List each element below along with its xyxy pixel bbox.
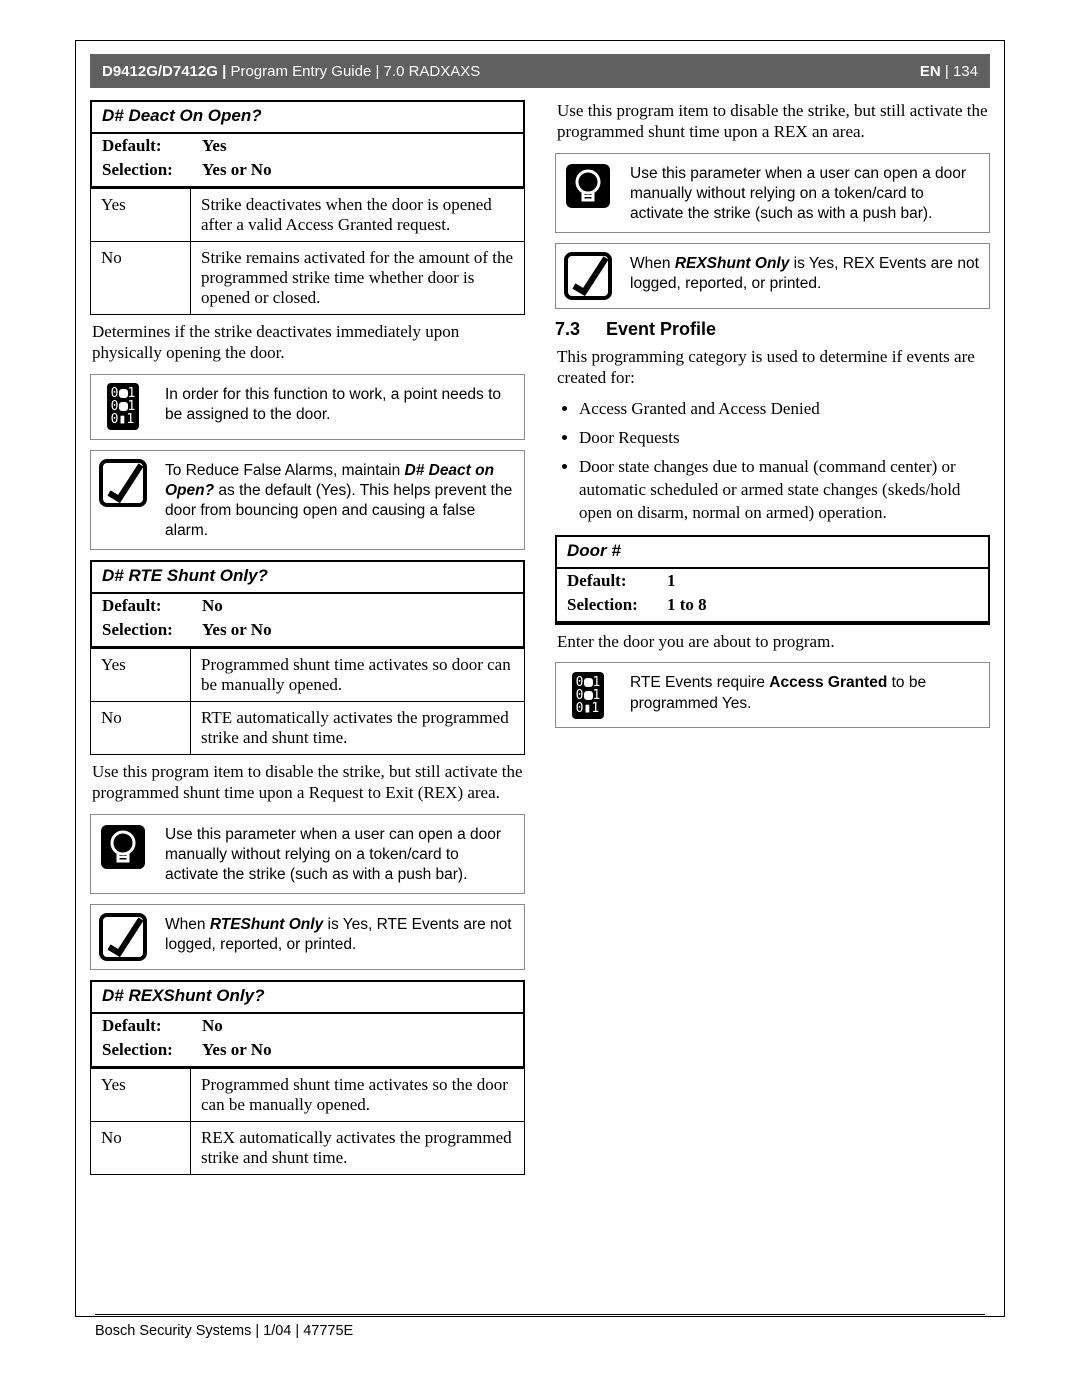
check-icon — [99, 459, 147, 507]
param-box-door: Door # Default:1 Selection:1 to 8 — [555, 535, 990, 623]
note-binary: 01010▮1 RTE Events require Access Grante… — [555, 662, 990, 728]
note-bulb: Use this parameter when a user can open … — [90, 814, 525, 894]
page-footer: Bosch Security Systems | 1/04 | 47775E — [95, 1323, 353, 1339]
bulb-icon — [564, 162, 612, 210]
table-row: YesProgrammed shunt time activates so do… — [91, 649, 525, 702]
content-area: D# Deact On Open? Default:Yes Selection:… — [90, 100, 990, 1297]
bullet-list: Access Granted and Access Denied Door Re… — [579, 398, 990, 525]
section-title: Event Profile — [606, 319, 716, 340]
body-text: This programming category is used to det… — [557, 346, 988, 389]
table-row: NoStrike remains activated for the amoun… — [91, 242, 525, 315]
options-table: YesProgrammed shunt time activates so th… — [90, 1068, 525, 1175]
param-box-rex-shunt: D# REXShunt Only? Default:No Selection:Y… — [90, 980, 525, 1068]
label-default: Default: — [102, 596, 202, 616]
label-default: Default: — [102, 1016, 202, 1036]
page-header: D9412G/D7412G | Program Entry Guide | 7.… — [90, 54, 990, 88]
note-binary: 01010▮1 In order for this function to wo… — [90, 374, 525, 440]
value-default: Yes — [202, 136, 513, 156]
header-left: D9412G/D7412G | Program Entry Guide | 7.… — [102, 63, 480, 80]
table-row: NoRTE automatically activates the progra… — [91, 702, 525, 755]
value-default: No — [202, 596, 513, 616]
table-row: YesProgrammed shunt time activates so th… — [91, 1068, 525, 1121]
table-row: YesStrike deactivates when the door is o… — [91, 189, 525, 242]
label-selection: Selection: — [102, 160, 202, 180]
note-text: Use this parameter when a user can open … — [165, 823, 516, 885]
footer-rule — [95, 1314, 985, 1315]
list-item: Door state changes due to manual (comman… — [579, 456, 990, 525]
note-text: In order for this function to work, a po… — [165, 383, 516, 425]
header-right: EN | 134 — [920, 63, 978, 80]
note-check: To Reduce False Alarms, maintain D# Deac… — [90, 450, 525, 551]
label-selection: Selection: — [102, 620, 202, 640]
binary-icon: 01010▮1 — [99, 383, 147, 431]
label-default: Default: — [567, 571, 667, 591]
options-table: YesStrike deactivates when the door is o… — [90, 188, 525, 315]
check-icon — [99, 913, 147, 961]
note-text: RTE Events require Access Granted to be … — [630, 671, 981, 713]
param-title: D# Deact On Open? — [92, 102, 523, 134]
note-text: Use this parameter when a user can open … — [630, 162, 981, 224]
note-bulb: Use this parameter when a user can open … — [555, 153, 990, 233]
param-box-rte-shunt: D# RTE Shunt Only? Default:No Selection:… — [90, 560, 525, 648]
note-check: When REXShunt Only is Yes, REX Events ar… — [555, 243, 990, 309]
table-row: NoREX automatically activates the progra… — [91, 1121, 525, 1174]
param-box-deact-on-open: D# Deact On Open? Default:Yes Selection:… — [90, 100, 525, 188]
body-text: Determines if the strike deactivates imm… — [92, 321, 523, 364]
bulb-icon — [99, 823, 147, 871]
note-text: When REXShunt Only is Yes, REX Events ar… — [630, 252, 981, 294]
label-selection: Selection: — [102, 1040, 202, 1060]
value-default: 1 — [667, 571, 978, 591]
value-selection: Yes or No — [202, 1040, 513, 1060]
value-selection: 1 to 8 — [667, 595, 978, 615]
param-title: D# RTE Shunt Only? — [92, 562, 523, 594]
binary-icon: 01010▮1 — [564, 671, 612, 719]
options-table: YesProgrammed shunt time activates so do… — [90, 648, 525, 755]
body-text: Use this program item to disable the str… — [92, 761, 523, 804]
section-number: 7.3 — [555, 319, 580, 340]
list-item: Access Granted and Access Denied — [579, 398, 990, 421]
left-column: D# Deact On Open? Default:Yes Selection:… — [90, 100, 525, 1297]
right-column: Use this program item to disable the str… — [555, 100, 990, 1297]
value-selection: Yes or No — [202, 620, 513, 640]
value-default: No — [202, 1016, 513, 1036]
note-check: When RTEShunt Only is Yes, RTE Events ar… — [90, 904, 525, 970]
note-text: When RTEShunt Only is Yes, RTE Events ar… — [165, 913, 516, 955]
label-selection: Selection: — [567, 595, 667, 615]
note-text: To Reduce False Alarms, maintain D# Deac… — [165, 459, 516, 542]
param-title: Door # — [557, 537, 988, 569]
param-title: D# REXShunt Only? — [92, 982, 523, 1014]
list-item: Door Requests — [579, 427, 990, 450]
section-heading: 7.3 Event Profile — [555, 319, 990, 340]
check-icon — [564, 252, 612, 300]
label-default: Default: — [102, 136, 202, 156]
value-selection: Yes or No — [202, 160, 513, 180]
body-text: Use this program item to disable the str… — [557, 100, 988, 143]
body-text: Enter the door you are about to program. — [557, 631, 988, 652]
